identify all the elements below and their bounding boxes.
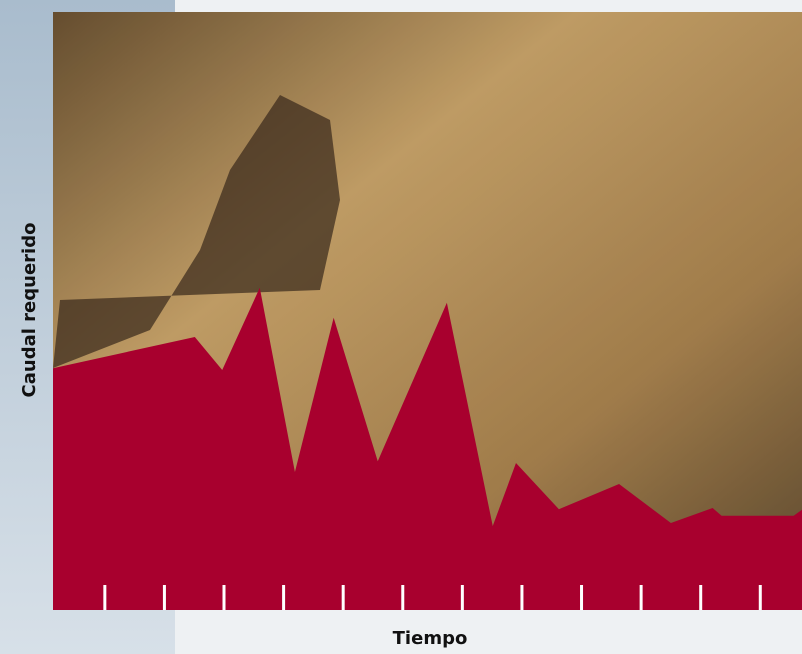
area [53,287,802,610]
y-axis-label: Caudal requerido [19,223,40,398]
photo-silhouette [53,95,340,368]
x-axis-label: Tiempo [393,628,468,649]
